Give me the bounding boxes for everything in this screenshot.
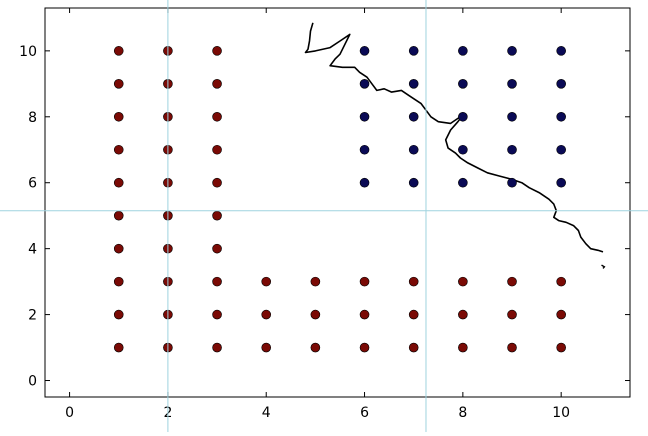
- red-point: [359, 309, 370, 320]
- red-point: [507, 309, 517, 320]
- y-tick-label: 6: [28, 176, 37, 192]
- blue-point: [507, 177, 517, 188]
- red-point: [113, 79, 124, 89]
- red-point: [212, 46, 222, 56]
- y-tick-label: 4: [28, 242, 37, 258]
- blue-point: [408, 177, 419, 188]
- blue-point: [556, 111, 566, 122]
- boundary-line-tail: [601, 264, 606, 269]
- blue-point: [458, 144, 468, 155]
- red-point: [113, 243, 124, 254]
- red-point: [212, 111, 222, 122]
- blue-point: [359, 46, 370, 56]
- red-point: [408, 309, 419, 320]
- y-tick-label: 0: [28, 374, 37, 390]
- x-tick-label: 0: [65, 405, 74, 421]
- red-point: [556, 342, 566, 353]
- red-point: [113, 342, 124, 353]
- blue-point: [507, 111, 517, 122]
- blue-point: [507, 79, 517, 89]
- blue-point: [458, 79, 468, 89]
- y-tick-label: 8: [28, 110, 37, 126]
- red-point: [507, 342, 517, 353]
- red-point: [113, 46, 124, 56]
- y-tick-label: 2: [28, 308, 37, 324]
- red-point: [310, 309, 321, 320]
- red-point: [408, 342, 419, 353]
- red-point: [212, 342, 222, 353]
- red-point: [408, 276, 419, 287]
- red-point: [212, 144, 222, 155]
- red-point: [212, 177, 222, 188]
- blue-point: [556, 177, 566, 188]
- red-point: [212, 309, 222, 320]
- blue-point: [408, 111, 419, 122]
- red-point: [359, 276, 370, 287]
- red-point: [113, 177, 124, 188]
- plot-frame: [44, 7, 631, 398]
- red-point: [113, 210, 124, 221]
- y-tick-label: 10: [19, 44, 37, 60]
- blue-point: [556, 144, 566, 155]
- red-point: [359, 342, 370, 353]
- blue-point: [458, 46, 468, 56]
- red-point: [113, 309, 124, 320]
- red-point: [212, 276, 222, 287]
- red-point: [212, 243, 222, 254]
- x-tick-label: 6: [360, 405, 369, 421]
- red-point: [556, 309, 566, 320]
- blue-point: [408, 79, 419, 89]
- red-point: [310, 276, 321, 287]
- blue-point: [359, 177, 370, 188]
- red-point: [556, 276, 566, 287]
- red-point: [458, 276, 468, 287]
- blue-point: [359, 144, 370, 155]
- blue-point: [458, 111, 468, 122]
- red-point: [261, 276, 272, 287]
- blue-point: [408, 144, 419, 155]
- red-point: [458, 309, 468, 320]
- boundary-line: [304, 22, 604, 253]
- blue-point: [458, 177, 468, 188]
- blue-point: [359, 111, 370, 122]
- red-point: [212, 210, 222, 221]
- x-tick-label: 4: [262, 405, 271, 421]
- blue-point: [507, 144, 517, 155]
- red-point: [458, 342, 468, 353]
- red-point: [261, 342, 272, 353]
- red-point: [113, 276, 124, 287]
- red-point: [261, 309, 272, 320]
- red-point: [113, 144, 124, 155]
- red-point: [310, 342, 321, 353]
- blue-point: [556, 46, 566, 56]
- blue-point: [408, 46, 419, 56]
- blue-point: [359, 79, 370, 89]
- x-tick-label: 10: [552, 405, 570, 421]
- red-point: [507, 276, 517, 287]
- blue-point: [507, 46, 517, 56]
- x-tick-label: 8: [458, 405, 467, 421]
- blue-point: [556, 79, 566, 89]
- red-point: [212, 79, 222, 89]
- red-point: [113, 111, 124, 122]
